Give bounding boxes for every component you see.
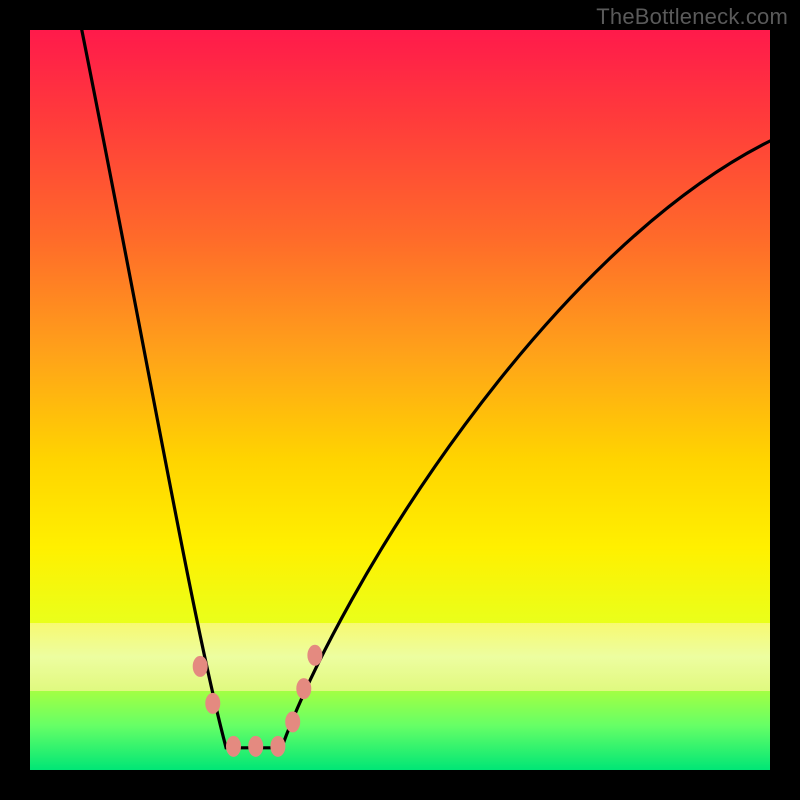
marker-dot: [206, 693, 220, 713]
chart-svg: [0, 0, 800, 800]
watermark-text: TheBottleneck.com: [596, 4, 788, 30]
chart-canvas: TheBottleneck.com: [0, 0, 800, 800]
marker-dot: [297, 679, 311, 699]
marker-dot: [308, 645, 322, 665]
marker-dot: [227, 736, 241, 756]
marker-dot: [249, 736, 263, 756]
marker-dot: [271, 736, 285, 756]
pale-band: [30, 623, 770, 691]
marker-dot: [193, 656, 207, 676]
marker-dot: [286, 712, 300, 732]
